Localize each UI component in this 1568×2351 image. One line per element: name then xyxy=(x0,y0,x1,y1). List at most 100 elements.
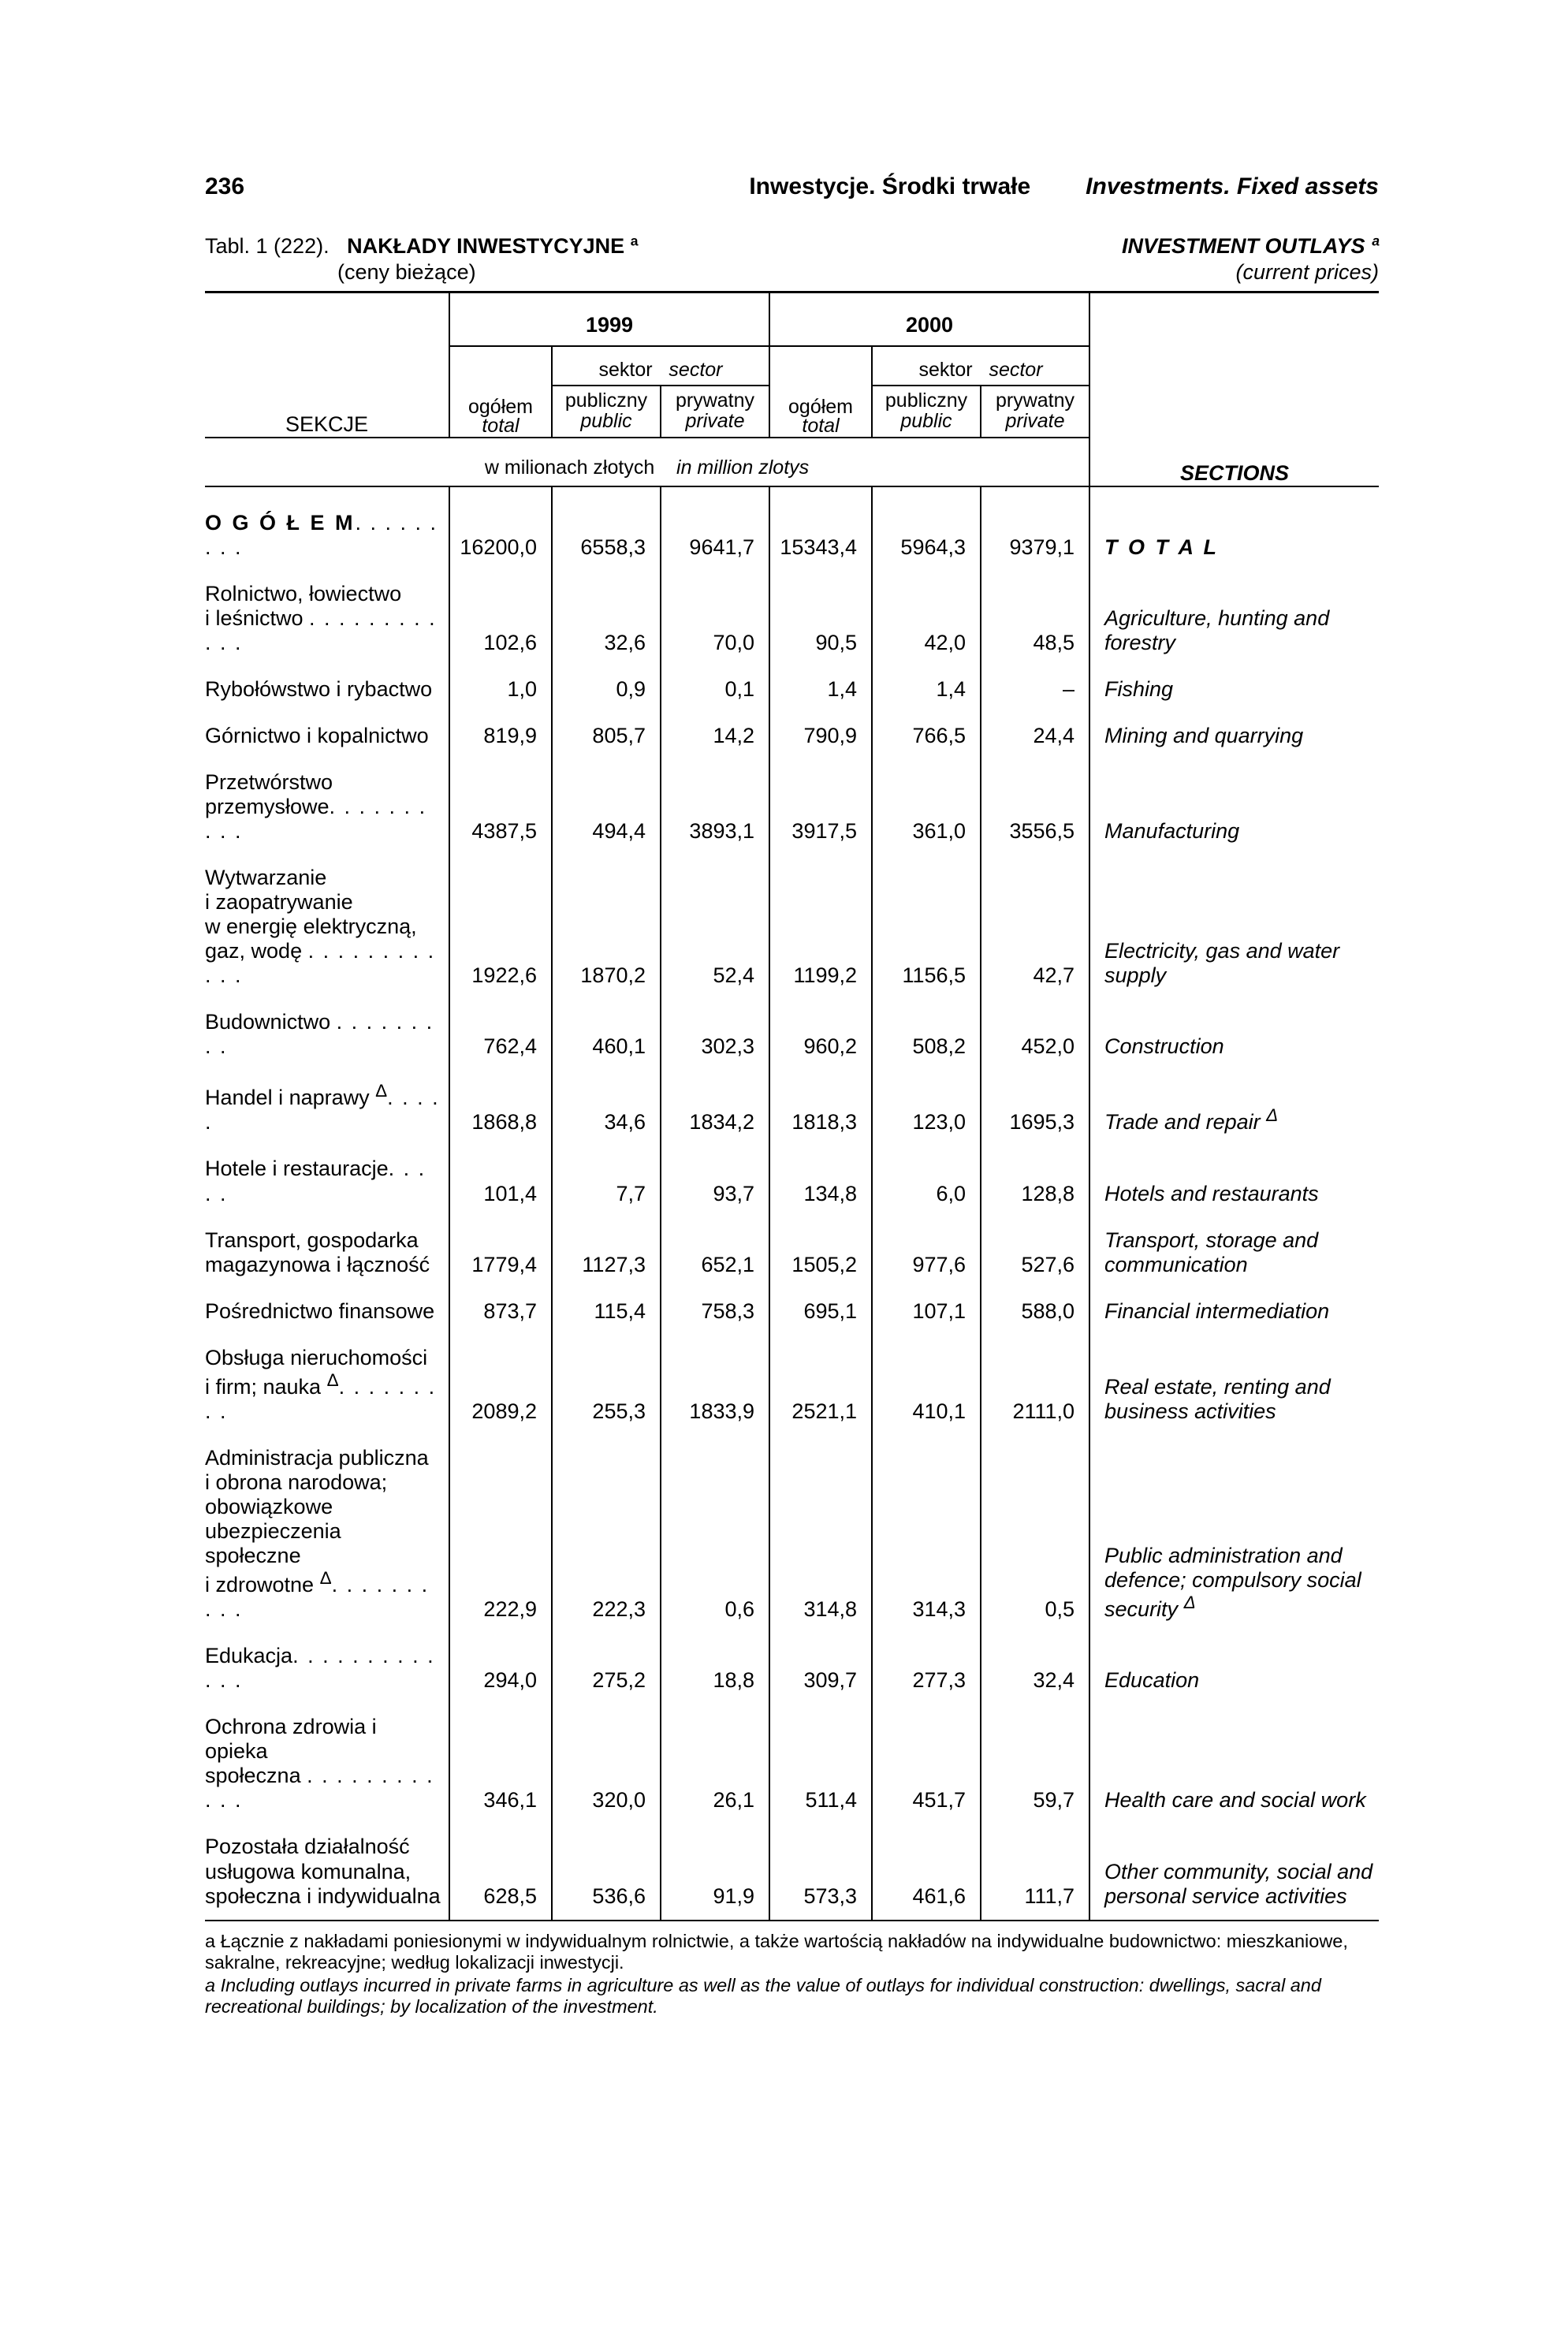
cell: 410,1 xyxy=(872,1335,981,1435)
col-pub-2000: publiczny public xyxy=(872,386,981,438)
row-label-pl: Rybołówstwo i rybactwo xyxy=(205,666,449,713)
header-center: Inwestycje. Środki trwałe xyxy=(749,173,1030,201)
outlays-table: SEKCJE 1999 2000 SECTIONS ogółem total s… xyxy=(205,291,1379,1921)
row-label-en: Trade and repair Δ xyxy=(1089,1070,1379,1146)
col-sektor-2000: sektor sector xyxy=(872,346,1089,386)
cell: 275,2 xyxy=(552,1633,661,1704)
cell: 26,1 xyxy=(661,1704,769,1824)
cell: 508,2 xyxy=(872,999,981,1070)
table-row: Obsługa nieruchomościi firm; nauka Δ. . … xyxy=(205,1335,1379,1435)
cell: – xyxy=(981,666,1089,713)
row-label-en: Other community, social and personal ser… xyxy=(1089,1824,1379,1920)
cell: 90,5 xyxy=(769,571,872,666)
table-row: Rybołówstwo i rybactwo1,00,90,11,41,4–Fi… xyxy=(205,666,1379,713)
cell: 16200,0 xyxy=(449,486,552,571)
cell: 960,2 xyxy=(769,999,872,1070)
cell: 0,9 xyxy=(552,666,661,713)
row-label-pl: Pozostała działalnośćusługowa komunalna,… xyxy=(205,1824,449,1920)
cell: 2111,0 xyxy=(981,1335,1089,1435)
row-label-pl: Górnictwo i kopalnictwo xyxy=(205,713,449,759)
col-ogolem-2000: ogółem total xyxy=(769,346,872,438)
cell: 134,8 xyxy=(769,1146,872,1216)
row-label-pl: O G Ó Ł E M. . . . . . . . . xyxy=(205,486,449,571)
cell: 222,9 xyxy=(449,1435,552,1633)
cell: 1779,4 xyxy=(449,1217,552,1288)
row-label-pl: Handel i naprawy Δ. . . . . xyxy=(205,1070,449,1146)
row-label-pl: Ochrona zdrowia i opiekaspołeczna . . . … xyxy=(205,1704,449,1824)
cell: 536,6 xyxy=(552,1824,661,1920)
table-row: Edukacja. . . . . . . . . . . . .294,027… xyxy=(205,1633,1379,1704)
cell: 101,4 xyxy=(449,1146,552,1216)
cell: 494,4 xyxy=(552,759,661,855)
table-row: O G Ó Ł E M. . . . . . . . .16200,06558,… xyxy=(205,486,1379,571)
col-priv-2000: prywatny private xyxy=(981,386,1089,438)
cell: 9641,7 xyxy=(661,486,769,571)
cell: 34,6 xyxy=(552,1070,661,1146)
cell: 102,6 xyxy=(449,571,552,666)
cell: 6558,3 xyxy=(552,486,661,571)
table-row: Hotele i restauracje. . . . .101,47,793,… xyxy=(205,1146,1379,1216)
cell: 3556,5 xyxy=(981,759,1089,855)
cell: 32,6 xyxy=(552,571,661,666)
row-label-pl: Transport, gospodarkamagazynowa i łączno… xyxy=(205,1217,449,1288)
cell: 3893,1 xyxy=(661,759,769,855)
cell: 123,0 xyxy=(872,1070,981,1146)
cell: 461,6 xyxy=(872,1824,981,1920)
row-label-pl: Hotele i restauracje. . . . . xyxy=(205,1146,449,1216)
row-label-en: Hotels and restaurants xyxy=(1089,1146,1379,1216)
cell: 511,4 xyxy=(769,1704,872,1824)
table-row: Górnictwo i kopalnictwo819,9805,714,2790… xyxy=(205,713,1379,759)
col-2000: 2000 xyxy=(769,292,1089,346)
table-subtitle-pl: (ceny bieżące) xyxy=(205,260,639,285)
row-label-en: Mining and quarrying xyxy=(1089,713,1379,759)
cell: 15343,4 xyxy=(769,486,872,571)
cell: 1,4 xyxy=(872,666,981,713)
cell: 115,4 xyxy=(552,1288,661,1335)
cell: 111,7 xyxy=(981,1824,1089,1920)
row-label-en: Fishing xyxy=(1089,666,1379,713)
row-label-en: Manufacturing xyxy=(1089,759,1379,855)
cell: 255,3 xyxy=(552,1335,661,1435)
cell: 452,0 xyxy=(981,999,1089,1070)
page-number: 236 xyxy=(205,173,244,201)
table-title-en: INVESTMENT OUTLAYS ª xyxy=(1122,234,1379,258)
table-title-pl: NAKŁADY INWESTYCYJNE ª xyxy=(347,234,639,258)
table-ref: Tabl. 1 (222). xyxy=(205,234,330,258)
cell: 91,9 xyxy=(661,1824,769,1920)
table-row: Pośrednictwo finansowe873,7115,4758,3695… xyxy=(205,1288,1379,1335)
cell: 9379,1 xyxy=(981,486,1089,571)
row-label-pl: Pośrednictwo finansowe xyxy=(205,1288,449,1335)
row-label-en: Transport, storage and communication xyxy=(1089,1217,1379,1288)
table-row: Pozostała działalnośćusługowa komunalna,… xyxy=(205,1824,1379,1920)
cell: 588,0 xyxy=(981,1288,1089,1335)
cell: 14,2 xyxy=(661,713,769,759)
row-label-en: Health care and social work xyxy=(1089,1704,1379,1824)
row-label-en: Public administration and defence; compu… xyxy=(1089,1435,1379,1633)
col-sekcje: SEKCJE xyxy=(205,292,449,438)
cell: 762,4 xyxy=(449,999,552,1070)
cell: 320,0 xyxy=(552,1704,661,1824)
row-label-pl: Budownictwo . . . . . . . . . xyxy=(205,999,449,1070)
cell: 628,5 xyxy=(449,1824,552,1920)
cell: 1818,3 xyxy=(769,1070,872,1146)
row-label-pl: Wytwarzaniei zaopatrywaniew energię elek… xyxy=(205,855,449,999)
table-row: Ochrona zdrowia i opiekaspołeczna . . . … xyxy=(205,1704,1379,1824)
cell: 1,4 xyxy=(769,666,872,713)
row-label-pl: Przetwórstwoprzemysłowe. . . . . . . . .… xyxy=(205,759,449,855)
cell: 1156,5 xyxy=(872,855,981,999)
cell: 128,8 xyxy=(981,1146,1089,1216)
cell: 107,1 xyxy=(872,1288,981,1335)
table-row: Administracja publicznai obrona narodowa… xyxy=(205,1435,1379,1633)
footnote-a-en: a Including outlays incurred in private … xyxy=(205,1975,1379,2018)
col-1999: 1999 xyxy=(449,292,769,346)
cell: 805,7 xyxy=(552,713,661,759)
table-row: Handel i naprawy Δ. . . . .1868,834,6183… xyxy=(205,1070,1379,1146)
cell: 873,7 xyxy=(449,1288,552,1335)
table-row: Transport, gospodarkamagazynowa i łączno… xyxy=(205,1217,1379,1288)
cell: 42,0 xyxy=(872,571,981,666)
cell: 2089,2 xyxy=(449,1335,552,1435)
footnote-a-pl: a Łącznie z nakładami poniesionymi w ind… xyxy=(205,1931,1379,1973)
cell: 42,7 xyxy=(981,855,1089,999)
cell: 695,1 xyxy=(769,1288,872,1335)
cell: 1870,2 xyxy=(552,855,661,999)
